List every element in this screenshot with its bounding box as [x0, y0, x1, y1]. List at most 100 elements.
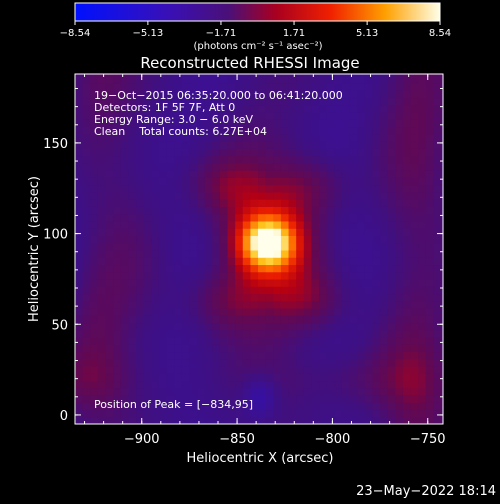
heatmap-cell: [227, 83, 236, 91]
heatmap-cell: [242, 307, 252, 316]
heatmap-cell: [357, 300, 366, 309]
heatmap-cell: [341, 133, 351, 142]
heatmap-cell: [273, 242, 282, 251]
heatmap-cell: [227, 351, 236, 360]
heatmap-cell: [105, 177, 114, 186]
heatmap-cell: [143, 184, 152, 193]
heatmap-cell: [441, 119, 443, 128]
heatmap-cell: [402, 416, 412, 424]
heatmap-cell: [174, 220, 183, 229]
heatmap-cell: [136, 177, 145, 186]
heatmap-cell: [166, 286, 175, 295]
heatmap-cell: [227, 170, 236, 178]
heatmap-cell: [181, 365, 191, 374]
heatmap-cell: [441, 257, 443, 266]
heatmap-cell: [105, 242, 114, 251]
heatmap-cell: [128, 228, 137, 236]
heatmap-cell: [425, 235, 435, 244]
heatmap-cell: [349, 329, 358, 338]
heatmap-cell: [364, 184, 374, 193]
heatmap-cell: [296, 387, 305, 396]
heatmap-cell: [151, 74, 160, 77]
heatmap-cell: [418, 155, 427, 164]
heatmap-cell: [418, 220, 427, 229]
heatmap-cell: [197, 300, 206, 309]
heatmap-cell: [151, 112, 160, 120]
heatmap-cell: [273, 278, 282, 287]
heatmap-cell: [349, 74, 358, 77]
heatmap-cell: [227, 322, 236, 331]
heatmap-cell: [273, 148, 282, 157]
heatmap-cell: [143, 336, 152, 345]
heatmap-cell: [97, 322, 107, 331]
heatmap-cell: [90, 409, 99, 418]
y-axis-label: Heliocentric Y (arcsec): [27, 176, 42, 322]
heatmap-cell: [158, 336, 168, 345]
heatmap-cell: [105, 90, 114, 99]
heatmap-cell: [120, 148, 129, 157]
heatmap-cell: [105, 228, 114, 236]
heatmap-cell: [334, 278, 343, 287]
heatmap-cell: [364, 373, 374, 382]
heatmap-cell: [250, 141, 259, 149]
heatmap-cell: [387, 416, 396, 424]
heatmap-cell: [280, 170, 290, 178]
heatmap-cell: [204, 271, 213, 280]
heatmap-cell: [326, 170, 335, 178]
heatmap-cell: [296, 271, 305, 280]
heatmap-cell: [273, 75, 282, 84]
heatmap-cell: [258, 329, 267, 338]
heatmap-cell: [303, 286, 313, 295]
heatmap-cell: [364, 213, 374, 222]
heatmap-cell: [212, 170, 221, 178]
heatmap-cell: [113, 112, 122, 120]
heatmap-cell: [250, 300, 259, 309]
heatmap-cell: [364, 119, 374, 128]
heatmap-cell: [372, 235, 381, 244]
heatmap-cell: [357, 373, 366, 382]
heatmap-cell: [151, 402, 160, 411]
heatmap-cell: [143, 90, 152, 99]
heatmap-cell: [242, 206, 252, 215]
heatmap-cell: [288, 416, 297, 424]
heatmap-cell: [288, 380, 297, 389]
heatmap-cell: [280, 235, 290, 244]
heatmap-cell: [227, 286, 236, 295]
heatmap-cell: [273, 257, 282, 266]
heatmap-cell: [143, 351, 152, 360]
heatmap-cell: [273, 235, 282, 244]
heatmap-cell: [212, 206, 221, 215]
heatmap-cell: [75, 162, 84, 171]
heatmap-cell: [166, 394, 175, 403]
heatmap-cell: [425, 315, 435, 324]
heatmap-cell: [326, 162, 335, 171]
heatmap-cell: [410, 112, 419, 120]
heatmap-cell: [181, 119, 191, 128]
heatmap-cell: [380, 409, 389, 418]
heatmap-cell: [82, 373, 91, 382]
heatmap-cell: [158, 191, 168, 200]
heatmap-cell: [288, 141, 297, 149]
heatmap-cell: [280, 74, 290, 77]
heatmap-cell: [387, 394, 396, 403]
heatmap-cell: [334, 249, 343, 258]
heatmap-cell: [357, 177, 366, 186]
heatmap-cell: [158, 394, 168, 403]
heatmap-cell: [410, 148, 419, 157]
heatmap-cell: [418, 206, 427, 215]
heatmap-cell: [242, 97, 252, 106]
heatmap-cell: [90, 170, 99, 178]
heatmap-cell: [357, 409, 366, 418]
heatmap-cell: [235, 83, 244, 91]
heatmap-cell: [166, 141, 175, 149]
heatmap-cell: [120, 402, 129, 411]
heatmap-cell: [395, 235, 404, 244]
heatmap-cell: [75, 220, 84, 229]
heatmap-cell: [258, 351, 267, 360]
heatmap-cell: [303, 402, 313, 411]
colorbar-tick-label: 8.54: [429, 28, 451, 39]
heatmap-cell: [97, 90, 107, 99]
heatmap-cell: [166, 373, 175, 382]
heatmap-cell: [418, 336, 427, 345]
heatmap-cell: [326, 220, 335, 229]
